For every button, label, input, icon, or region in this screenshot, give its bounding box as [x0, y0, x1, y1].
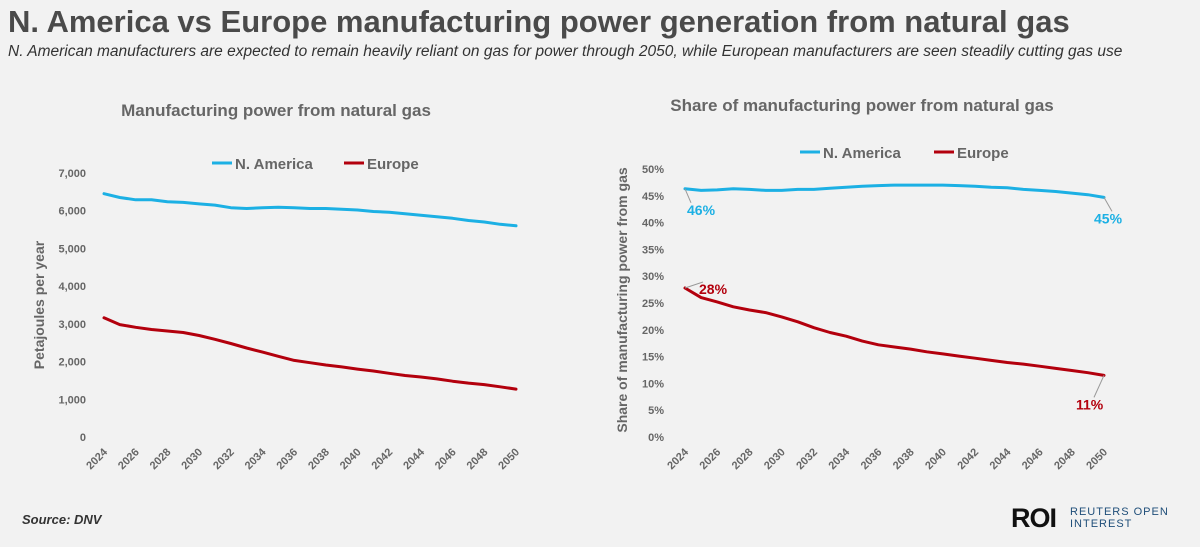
chart-share: Share of manufacturing power from natura…: [614, 96, 1123, 472]
x-tick-label: 2036: [274, 446, 300, 472]
data-label-leader: [1093, 375, 1105, 398]
legend-label-europe: Europe: [957, 145, 1009, 162]
data-label-leader: [684, 188, 692, 204]
x-tick-label: 2034: [826, 446, 852, 472]
y-tick-label: 5,000: [58, 243, 86, 255]
data-label-leader: [1103, 197, 1113, 212]
x-tick-label: 2044: [988, 446, 1014, 472]
y-tick-label: 40%: [642, 218, 664, 230]
page-subheadline: N. American manufacturers are expected t…: [8, 43, 1123, 60]
y-tick-label: 35%: [642, 244, 664, 256]
series-line-europe: [102, 316, 518, 391]
x-tick-label: 2042: [370, 446, 396, 472]
series-line-europe: [683, 286, 1106, 377]
x-tick-label: 2046: [433, 446, 459, 472]
y-tick-label: 5%: [648, 405, 664, 417]
y-axis-label: Share of manufacturing power from gas: [614, 167, 630, 432]
data-labels: 46% 45% 28% 11%: [684, 188, 1123, 412]
y-axis-label: Petajoules per year: [31, 240, 47, 369]
x-tick-label: 2038: [891, 446, 917, 472]
x-tick-label: 2030: [762, 446, 788, 472]
y-tick-label: 20%: [642, 325, 664, 337]
x-tick-label: 2032: [211, 446, 237, 472]
legend: N. America Europe: [800, 145, 1009, 162]
y-axis: 0% 5% 10% 15% 20% 25% 30% 35% 40% 45% 50%: [642, 164, 664, 444]
series-line-n-america: [102, 192, 518, 228]
y-tick-label: 6,000: [58, 206, 86, 218]
chart-petajoules: Manufacturing power from natural gas N. …: [31, 101, 522, 472]
x-tick-label: 2028: [148, 446, 174, 472]
x-tick-label: 2036: [859, 446, 885, 472]
x-axis: 2024 2026 2028 2030 2032 2034 2036 2038 2040 2042…: [665, 446, 1110, 472]
y-tick-label: 45%: [642, 191, 664, 203]
x-tick-label: 2030: [179, 446, 205, 472]
x-tick-label: 2024: [665, 446, 691, 472]
y-tick-label: 0: [80, 432, 86, 444]
x-tick-label: 2034: [243, 446, 269, 472]
x-tick-label: 2050: [496, 446, 522, 472]
x-tick-label: 2028: [730, 446, 756, 472]
chart-title: Share of manufacturing power from natura…: [670, 96, 1054, 115]
x-tick-label: 2046: [1020, 446, 1046, 472]
legend-label-n-america: N. America: [823, 145, 901, 162]
legend-label-europe: Europe: [367, 156, 419, 173]
roi-logo: ROI: [1011, 503, 1057, 533]
source-note: Source: DNV: [22, 512, 102, 527]
data-label-leader: [684, 281, 704, 289]
y-tick-label: 10%: [642, 378, 664, 390]
chart-title: Manufacturing power from natural gas: [121, 101, 431, 120]
x-tick-label: 2044: [401, 446, 427, 472]
y-tick-label: 2,000: [58, 357, 86, 369]
legend: N. America Europe: [212, 156, 419, 173]
series-line-n-america: [683, 183, 1106, 199]
x-tick-label: 2032: [794, 446, 820, 472]
x-tick-label: 2048: [1052, 446, 1078, 472]
data-label: 46%: [687, 202, 716, 218]
data-label: 45%: [1094, 210, 1123, 226]
y-axis: 0 1,000 2,000 3,000 4,000 5,000 6,000 7,000: [58, 168, 86, 444]
plot-lines: [683, 183, 1106, 377]
x-tick-label: 2050: [1084, 446, 1110, 472]
y-tick-label: 3,000: [58, 319, 86, 331]
y-tick-label: 0%: [648, 432, 664, 444]
roi-logo-line2: INTEREST: [1070, 518, 1133, 530]
plot-lines: [102, 192, 518, 391]
x-tick-label: 2026: [698, 446, 724, 472]
x-axis: 2024 2026 2028 2030 2032 2034 2036 2038 2040 2042…: [84, 446, 522, 472]
y-tick-label: 1,000: [58, 394, 86, 406]
x-tick-label: 2038: [306, 446, 332, 472]
y-tick-label: 25%: [642, 298, 664, 310]
y-tick-label: 30%: [642, 271, 664, 283]
x-tick-label: 2042: [955, 446, 981, 472]
legend-label-n-america: N. America: [235, 156, 313, 173]
x-tick-label: 2040: [338, 446, 364, 472]
y-tick-label: 15%: [642, 352, 664, 364]
roi-logo-text: REUTERS OPEN INTEREST: [1070, 506, 1169, 530]
x-tick-label: 2026: [116, 446, 142, 472]
y-tick-label: 4,000: [58, 281, 86, 293]
data-label: 11%: [1076, 396, 1104, 412]
x-tick-label: 2024: [84, 446, 110, 472]
x-tick-label: 2040: [923, 446, 949, 472]
data-label: 28%: [699, 281, 728, 297]
y-tick-label: 50%: [642, 164, 664, 176]
roi-logo-line1: REUTERS OPEN: [1070, 506, 1169, 518]
x-tick-label: 2048: [465, 446, 491, 472]
y-tick-label: 7,000: [58, 168, 86, 180]
page-headline: N. America vs Europe manufacturing power…: [8, 4, 1070, 39]
